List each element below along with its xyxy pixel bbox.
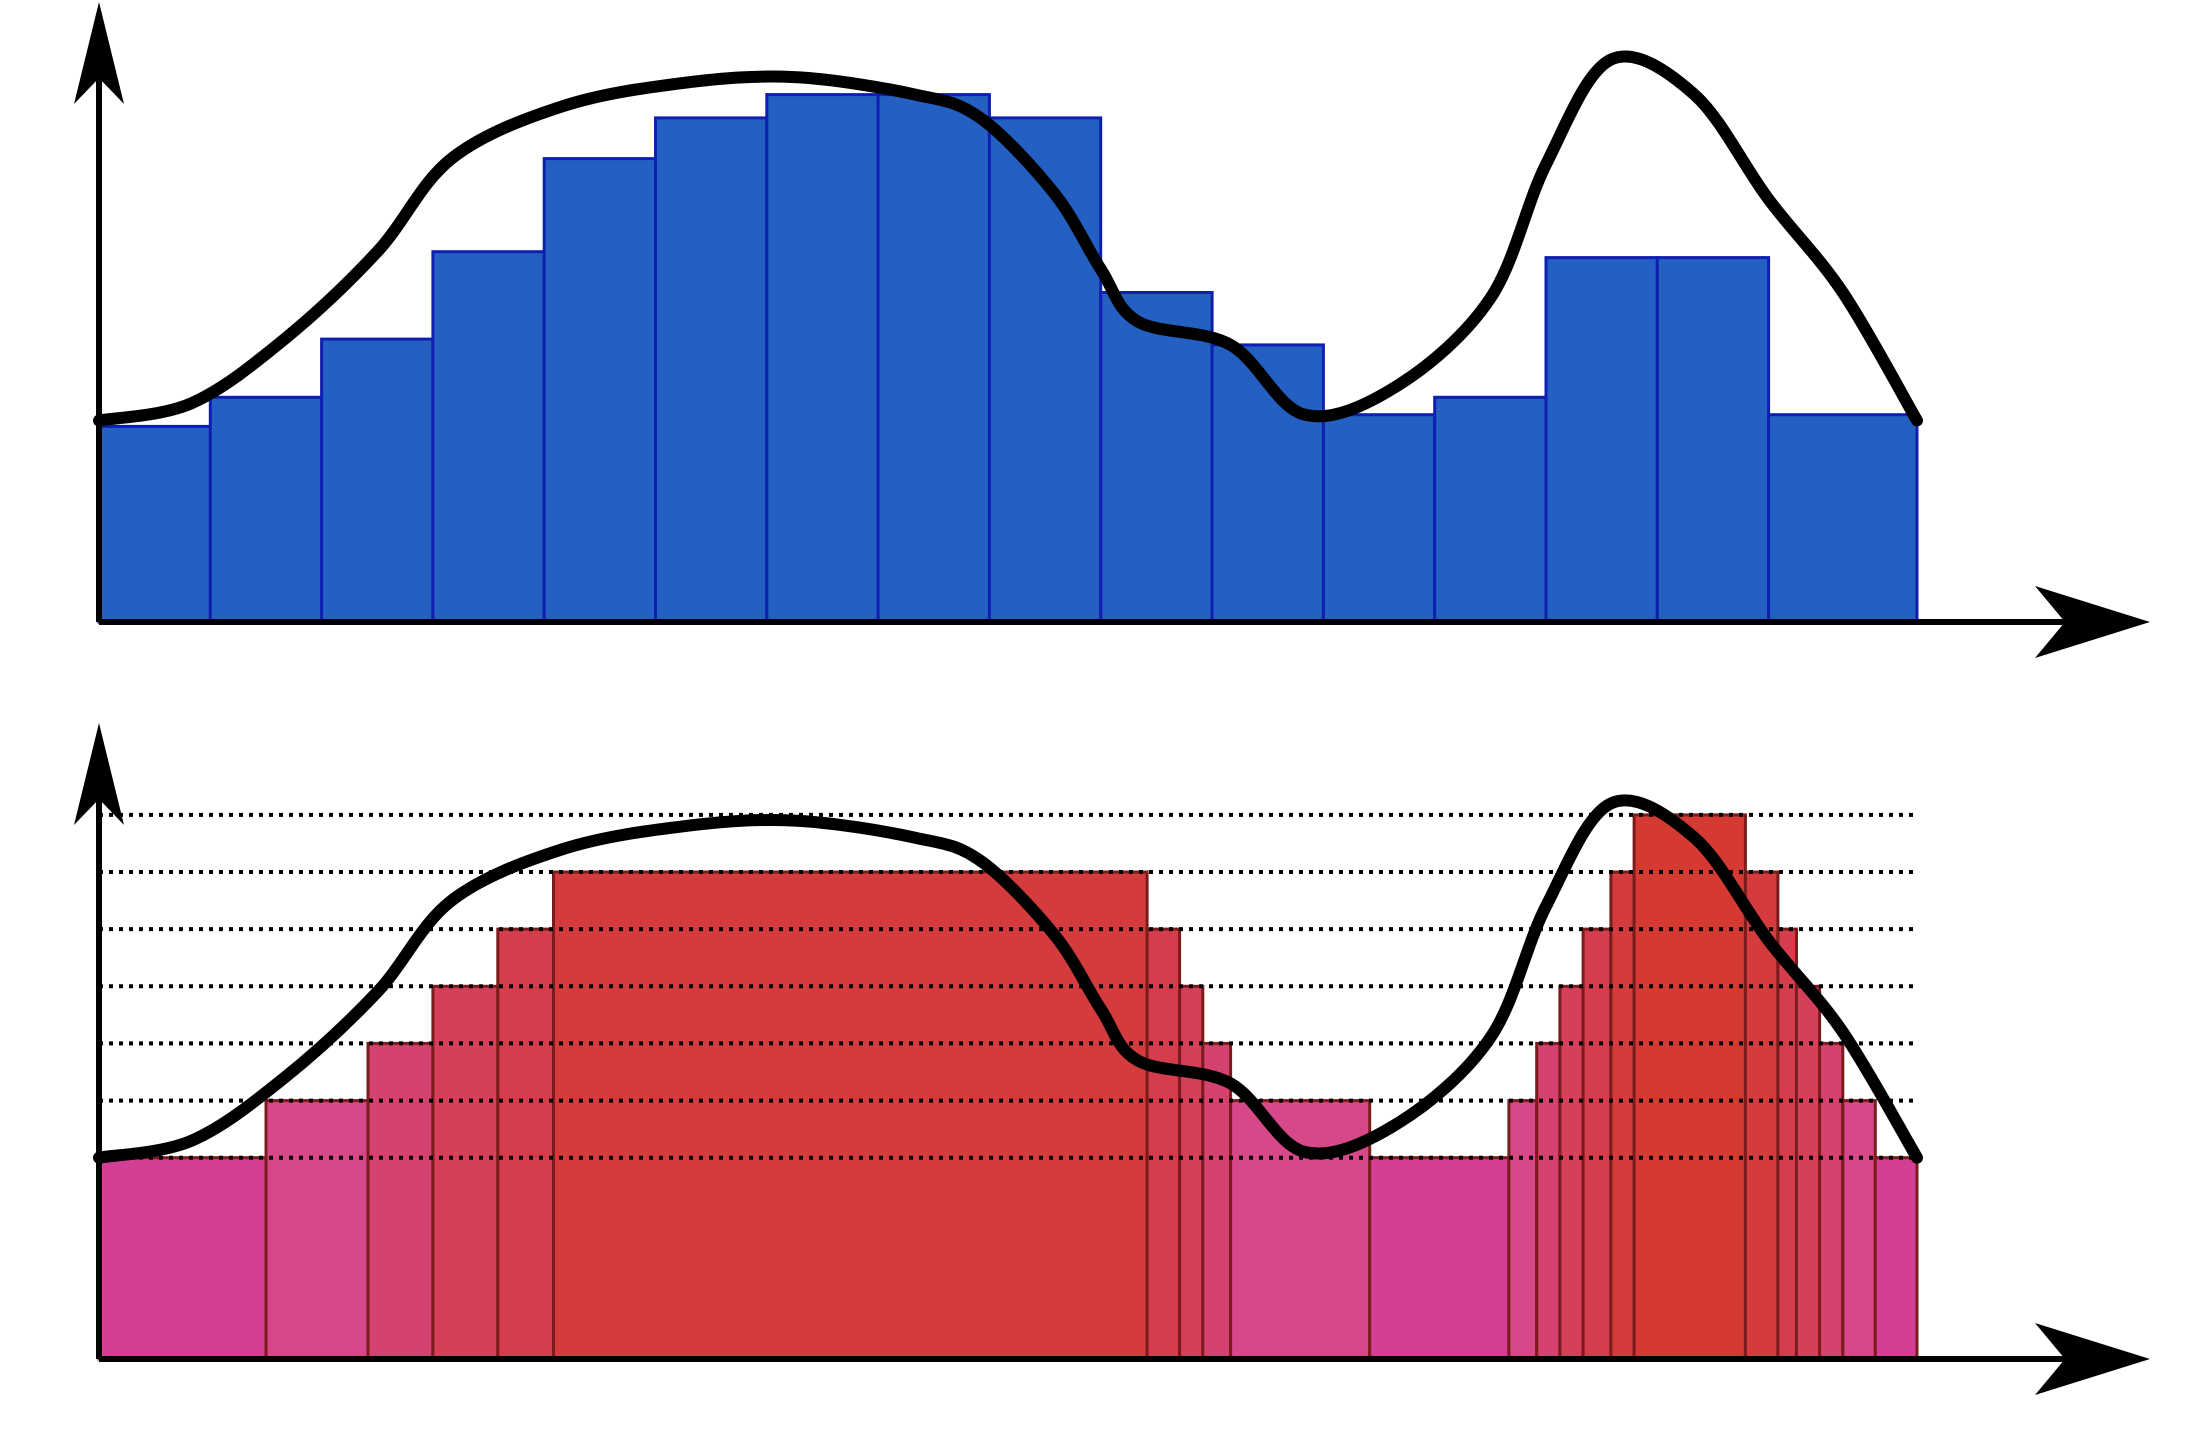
histogram-bar [765,93,880,624]
histogram-bar [431,250,546,624]
histogram-bar [208,395,324,624]
quantized-bar [97,1156,268,1361]
histogram-bar [654,116,769,624]
density-curve [93,50,1923,427]
quantized-bar [1609,870,1636,1361]
quantized-bar [264,1099,370,1361]
top-panel [74,2,2150,658]
histogram-bar [1767,413,1919,624]
x-axis-arrowhead [2035,586,2150,658]
y-axis-arrowhead [74,723,124,825]
quantized-bar [1818,1041,1845,1361]
histogram-bar [876,93,991,624]
quantized-bar [1776,927,1799,1361]
histogram-bar [320,337,435,624]
quantized-bar [1201,1041,1233,1361]
quantized-bar [1229,1099,1372,1361]
x-axis-arrowhead [2035,1323,2150,1395]
y-axis-arrowhead [74,2,124,104]
density-curve [93,794,1923,1164]
histogram-bar [1433,395,1548,624]
quantized-bar [1841,1099,1877,1361]
quantized-bar [496,927,555,1361]
quantized-bar [552,870,1149,1361]
histogram-bar [1099,291,1214,624]
quantized-bar [1145,927,1182,1361]
quantized-bar [366,1041,435,1361]
quantized-bar [1535,1041,1562,1361]
quantized-bar [1581,927,1613,1361]
quantized-bar [1632,813,1747,1361]
quantized-bar [1507,1099,1539,1361]
histogram-bar [1321,413,1437,624]
histogram-bar [987,116,1103,624]
bottom-panel [74,723,2150,1395]
histogram-bar [1544,256,1659,624]
histogram-bar [1655,256,1771,624]
histogram-bar [97,424,212,624]
quantized-bar [1368,1156,1511,1361]
histogram-bar [542,157,658,624]
quantized-bar [1873,1156,1919,1361]
